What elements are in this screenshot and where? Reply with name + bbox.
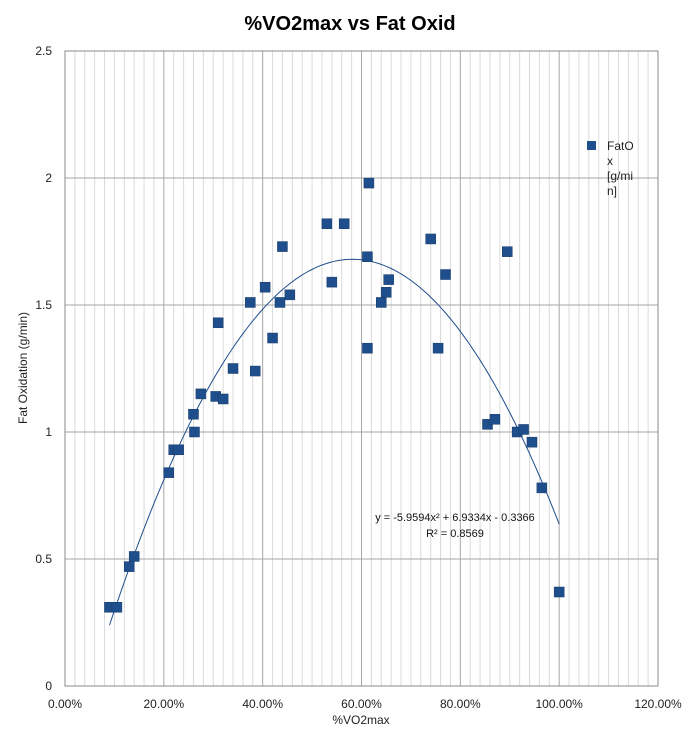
- y-tick-label: 1.5: [35, 298, 52, 312]
- data-point: [362, 251, 373, 262]
- x-tick-label: 120.00%: [634, 697, 682, 711]
- data-point: [502, 246, 513, 257]
- x-tick-label: 20.00%: [143, 697, 184, 711]
- trendline: [108, 258, 560, 626]
- legend: FatO x [g/mi n]: [587, 139, 634, 198]
- legend-label-line-2: x: [607, 154, 613, 168]
- data-point: [123, 561, 135, 572]
- x-tick-label: 80.00%: [440, 697, 481, 711]
- data-point: [217, 393, 229, 405]
- y-tick-label: 2: [45, 171, 52, 185]
- x-tick-label: 0.00%: [48, 697, 82, 711]
- y-tick-labels: 0 0.5 1 1.5 2 2.5: [35, 44, 52, 693]
- data-point: [284, 289, 296, 301]
- data-point: [553, 586, 565, 598]
- data-point: [376, 297, 387, 308]
- x-tick-label: 40.00%: [242, 697, 283, 711]
- grid: [64, 50, 659, 687]
- data-point: [189, 426, 200, 438]
- data-point: [267, 332, 278, 344]
- data-point: [277, 241, 288, 252]
- data-point: [274, 297, 286, 308]
- legend-label-line-1: FatO: [607, 139, 634, 153]
- y-axis-label: Fat Oxidation (g/min): [16, 312, 30, 424]
- trendline-r2: R² = 0.8569: [426, 528, 484, 540]
- data-point: [128, 551, 140, 562]
- data-point: [518, 424, 529, 435]
- data-point: [536, 482, 548, 494]
- data-point: [440, 269, 451, 280]
- y-tick-label: 0: [45, 679, 52, 693]
- x-tick-label: 60.00%: [341, 697, 382, 711]
- data-point: [111, 602, 123, 613]
- y-tick-label: 2.5: [35, 44, 52, 58]
- data-point: [338, 218, 350, 229]
- legend-marker: [587, 141, 596, 150]
- x-tick-labels: 0.00% 20.00% 40.00% 60.00% 80.00% 100.00% 120.…: [48, 697, 682, 711]
- data-point: [383, 274, 394, 285]
- y-tick-label: 1: [45, 425, 52, 439]
- data-point: [526, 436, 538, 448]
- data-point: [363, 177, 375, 189]
- data-point: [432, 342, 444, 354]
- chart-title: %VO2max vs Fat Oxid: [244, 13, 455, 35]
- data-point: [425, 233, 436, 245]
- legend-label-line-3: [g/mi: [607, 169, 633, 183]
- x-axis-label: %VO2max: [332, 713, 389, 727]
- data-points: [104, 177, 565, 613]
- data-point: [489, 414, 501, 425]
- data-point: [321, 218, 333, 229]
- y-tick-label: 0.5: [35, 552, 52, 566]
- data-point: [163, 467, 175, 478]
- data-point: [227, 363, 239, 374]
- data-point: [188, 408, 199, 420]
- data-point: [326, 276, 338, 288]
- trendline-equation: y = -5.9594x² + 6.9334x - 0.3366: [375, 512, 535, 524]
- data-point: [195, 388, 207, 400]
- data-point: [362, 342, 373, 354]
- data-point: [259, 281, 271, 293]
- x-tick-label: 100.00%: [535, 697, 583, 711]
- plot-area-border: [64, 50, 659, 687]
- data-point: [212, 317, 224, 329]
- data-point: [380, 287, 392, 298]
- legend-label-line-4: n]: [607, 184, 617, 198]
- data-point: [250, 365, 261, 377]
- data-point: [173, 444, 184, 456]
- data-point: [245, 297, 256, 308]
